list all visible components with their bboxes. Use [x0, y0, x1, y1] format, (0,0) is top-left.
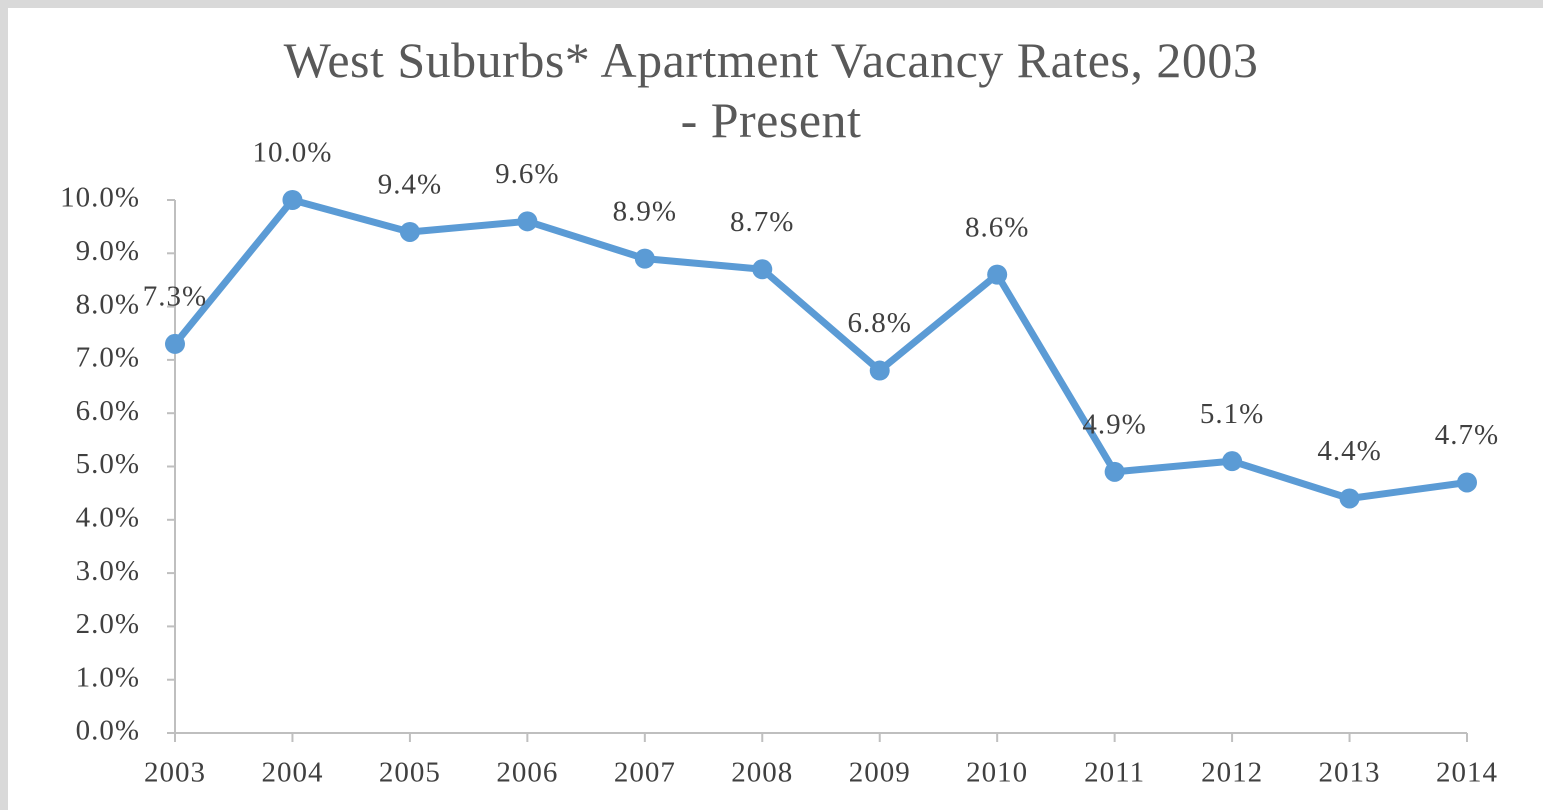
data-point — [1457, 472, 1477, 493]
data-label: 4.9% — [1082, 408, 1146, 440]
data-point — [1339, 488, 1360, 509]
data-point — [1104, 461, 1125, 482]
chart-frame — [8, 8, 1543, 810]
data-label: 8.7% — [730, 206, 794, 238]
x-tick-label: 2012 — [1201, 757, 1263, 789]
data-point — [517, 211, 538, 232]
y-tick-label: 0.0% — [76, 715, 140, 747]
data-label: 5.1% — [1200, 398, 1264, 430]
data-label: 9.4% — [378, 169, 442, 201]
y-tick-label: 6.0% — [76, 395, 140, 427]
data-label: 6.8% — [848, 307, 912, 339]
x-tick-label: 2009 — [849, 757, 911, 789]
data-point — [752, 259, 773, 280]
data-label: 9.6% — [495, 158, 559, 190]
x-tick-label: 2014 — [1436, 757, 1498, 789]
data-point — [634, 248, 655, 269]
y-tick-label: 3.0% — [76, 555, 140, 587]
y-tick-label: 8.0% — [76, 288, 140, 320]
data-label: 7.3% — [143, 281, 207, 313]
y-tick-label: 9.0% — [76, 235, 140, 267]
x-tick-label: 2006 — [496, 757, 558, 789]
y-tick-label: 7.0% — [76, 342, 140, 374]
x-tick-label: 2013 — [1319, 757, 1381, 789]
data-label: 8.9% — [613, 195, 677, 227]
x-tick-label: 2008 — [731, 757, 793, 789]
data-point — [869, 360, 890, 381]
y-tick-label: 5.0% — [76, 448, 140, 480]
x-tick-label: 2003 — [144, 757, 206, 789]
x-tick-label: 2007 — [614, 757, 676, 789]
data-label: 8.6% — [965, 211, 1029, 243]
series-line — [172, 196, 1468, 502]
data-point — [165, 333, 185, 354]
data-label: 4.7% — [1435, 419, 1499, 451]
y-tick-label: 1.0% — [76, 661, 140, 693]
data-label: 4.4% — [1317, 435, 1381, 467]
data-point — [1222, 451, 1243, 472]
y-tick-label: 10.0% — [60, 182, 140, 214]
x-tick-label: 2004 — [261, 757, 323, 789]
data-label: 10.0% — [252, 137, 332, 169]
x-tick-label: 2011 — [1084, 757, 1145, 789]
chart-title: West Suburbs* Apartment Vacancy Rates, 2… — [283, 32, 1259, 148]
y-tick-label: 2.0% — [76, 608, 140, 640]
data-point — [399, 221, 420, 242]
data-point — [282, 190, 303, 210]
data-point — [987, 264, 1008, 285]
x-tick-label: 2010 — [966, 757, 1028, 789]
x-tick-label: 2005 — [379, 757, 441, 789]
y-tick-label: 4.0% — [76, 501, 140, 533]
